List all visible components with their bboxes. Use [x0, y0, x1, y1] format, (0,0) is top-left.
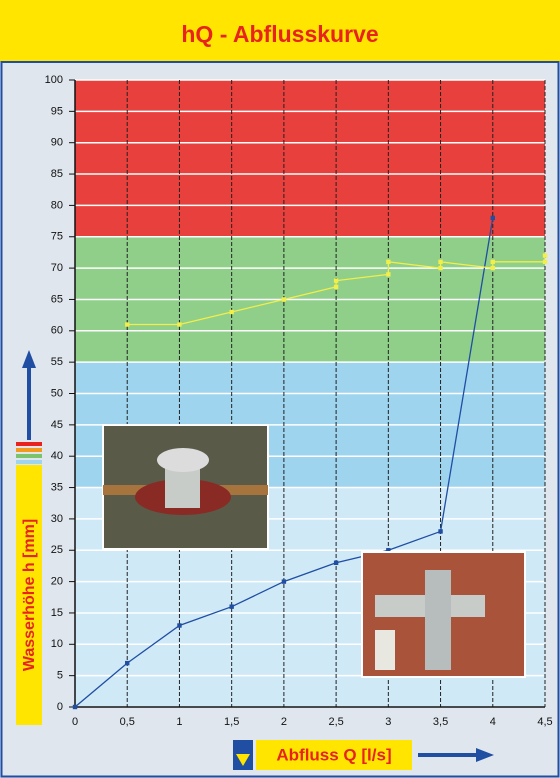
x-tick-label: 3,5: [433, 716, 448, 728]
x-tick-label: 1: [176, 716, 182, 728]
point: [490, 259, 495, 265]
y-arrow-head: [22, 350, 36, 368]
photo-drain: [102, 424, 269, 550]
point: [333, 284, 339, 290]
y-tick-label: 20: [51, 576, 63, 588]
point: [438, 529, 443, 534]
y-tick-label: 10: [51, 638, 63, 650]
y-tick-label: 70: [51, 262, 63, 274]
y-tick-label: 45: [51, 419, 63, 431]
y-tick-label: 85: [51, 168, 63, 180]
y-axis-label: Wasserhöhe h [mm]: [21, 519, 38, 671]
header: [0, 0, 560, 62]
point: [333, 278, 339, 283]
point: [386, 272, 391, 277]
x-tick-label: 4,5: [537, 716, 552, 728]
point: [229, 309, 234, 315]
x-arrow-head: [476, 748, 494, 762]
x-tick-label: 0: [72, 716, 78, 728]
y-tick-label: 15: [51, 607, 63, 619]
x-tick-label: 2: [281, 716, 287, 728]
point: [386, 548, 391, 553]
panel-border: [0, 61, 560, 778]
y-tick-label: 90: [51, 137, 63, 149]
point: [125, 322, 130, 327]
point: [72, 704, 78, 710]
x-axis-label: Abfluss Q [l/s]: [276, 745, 391, 764]
x-tick-label: 1,5: [224, 716, 239, 728]
x-tick-label: 0,5: [120, 716, 135, 728]
point: [438, 265, 443, 271]
x-icon-arrow: [236, 754, 250, 766]
x-tick-label: 4: [490, 716, 496, 728]
photo-pipe: [361, 551, 526, 678]
chart-title: hQ - Abflusskurve: [181, 21, 378, 47]
y-tick-label: 5: [57, 670, 63, 682]
x-tick-label: 3: [385, 716, 391, 728]
y-tick-label: 65: [51, 293, 63, 305]
point: [281, 579, 287, 584]
band: [75, 80, 545, 237]
y-tick-label: 30: [51, 513, 63, 525]
y-label-box: [16, 465, 42, 725]
y-tick-label: 55: [51, 356, 63, 368]
x-tick-label: 2,5: [328, 716, 343, 728]
point: [333, 560, 339, 565]
point: [386, 259, 391, 265]
point: [177, 322, 182, 327]
y-tick-label: 0: [57, 701, 63, 713]
point: [490, 265, 495, 271]
y-tick-label: 50: [51, 387, 63, 399]
point: [542, 259, 548, 265]
y-tick-label: 100: [45, 74, 63, 86]
point: [281, 297, 287, 302]
point: [229, 604, 234, 609]
point: [125, 660, 130, 666]
point: [438, 259, 443, 265]
x-label-box: [256, 740, 412, 770]
point: [177, 623, 182, 628]
color-legend-stripes: [16, 442, 42, 464]
y-tick-label: 75: [51, 231, 63, 243]
y-tick-label: 35: [51, 481, 63, 493]
y-tick-label: 80: [51, 199, 63, 211]
y-tick-label: 40: [51, 450, 63, 462]
point: [490, 215, 495, 221]
y-tick-label: 95: [51, 105, 63, 117]
y-tick-label: 25: [51, 544, 63, 556]
y-tick-label: 60: [51, 325, 63, 337]
point: [542, 253, 548, 258]
